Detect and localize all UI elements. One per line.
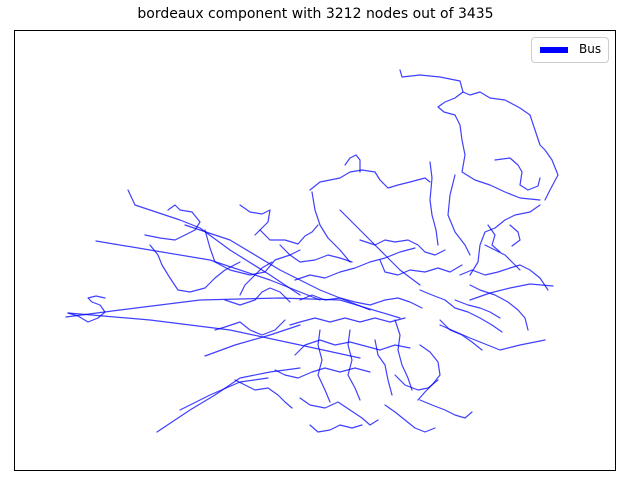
- bus-route: [484, 244, 521, 271]
- bus-route: [289, 317, 406, 326]
- bus-route: [299, 397, 379, 426]
- bus-route: [67, 312, 361, 359]
- figure-title: bordeaux component with 3212 nodes out o…: [137, 6, 494, 22]
- bus-route: [439, 324, 546, 351]
- bus-route: [204, 229, 301, 276]
- bus-route: [384, 404, 436, 433]
- bus-route: [127, 189, 301, 296]
- bus-route: [394, 374, 439, 391]
- bus-route: [299, 294, 423, 309]
- bus-route: [274, 367, 371, 379]
- bus-route: [149, 244, 241, 293]
- bus-route: [469, 204, 541, 276]
- bus-route: [259, 224, 319, 245]
- bus-route: [459, 264, 549, 291]
- bus-route: [437, 91, 541, 201]
- bus-route: [317, 329, 331, 403]
- legend-swatch-bus: [540, 47, 568, 53]
- bus-route: [339, 209, 421, 286]
- bus-route: [344, 154, 361, 173]
- bus-route: [311, 191, 351, 263]
- bus-route: [374, 339, 393, 396]
- bus-route: [379, 259, 463, 276]
- bus-route: [224, 287, 291, 306]
- legend: Bus: [531, 37, 609, 63]
- bus-route: [347, 329, 361, 401]
- bus-route: [234, 379, 293, 409]
- bus-route: [309, 424, 363, 433]
- bus-route: [65, 297, 401, 319]
- bus-route: [447, 174, 471, 256]
- bus-route: [454, 299, 501, 319]
- bus-route: [184, 224, 371, 311]
- bus-route: [487, 224, 501, 253]
- bus-route: [294, 247, 416, 281]
- bus-route: [239, 204, 271, 236]
- bus-route: [67, 295, 106, 323]
- bus-route: [204, 324, 301, 357]
- bus-route: [239, 261, 273, 296]
- bus-route: [156, 367, 301, 433]
- bus-route: [469, 283, 554, 301]
- bus-route: [469, 284, 529, 331]
- bus-route: [439, 319, 483, 351]
- bus-route: [144, 204, 201, 241]
- bus-route: [95, 240, 321, 301]
- bus-route: [399, 69, 559, 201]
- bus-route: [309, 169, 431, 191]
- bus-route: [494, 157, 541, 191]
- bus-route: [429, 161, 439, 246]
- bus-route: [509, 224, 521, 247]
- plot-frame: [14, 30, 616, 471]
- bus-route: [359, 239, 446, 256]
- bus-route: [214, 319, 286, 336]
- bus-route: [179, 377, 269, 411]
- legend-label-bus: Bus: [579, 42, 602, 56]
- bus-route: [417, 344, 441, 401]
- bus-route: [279, 244, 353, 263]
- bus-route: [394, 319, 413, 391]
- bus-route: [419, 289, 503, 333]
- bus-route: [419, 399, 473, 419]
- bus-route: [294, 339, 411, 356]
